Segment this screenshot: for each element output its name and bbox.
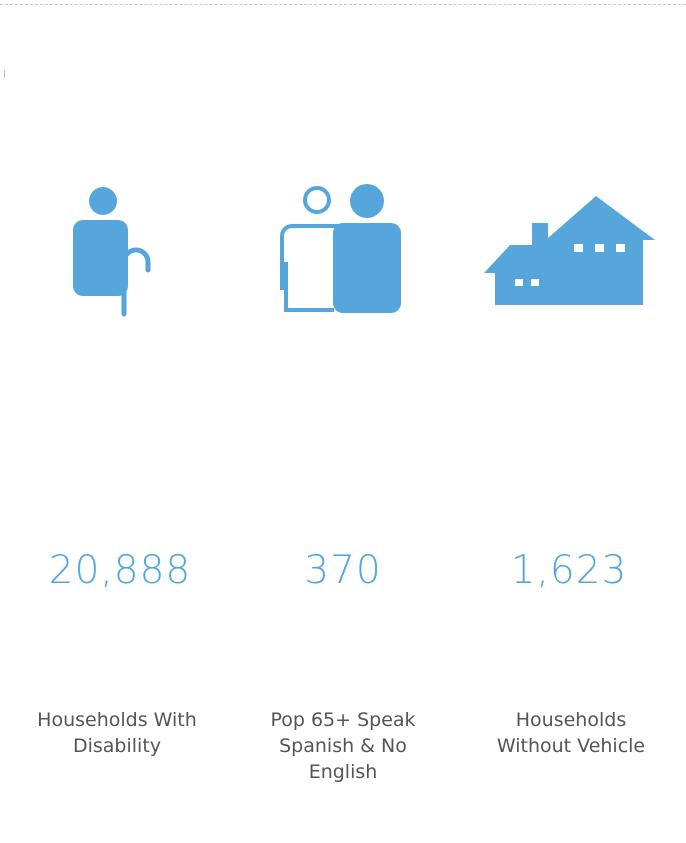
stat-value: 1,623 — [510, 548, 628, 593]
stat-label: Households Without Vehicle — [496, 709, 646, 757]
icons — [73, 184, 655, 317]
seniors-icon — [280, 184, 401, 313]
disability-icon — [73, 187, 151, 317]
edge-mark — [0, 70, 5, 78]
house-icon — [484, 196, 655, 305]
dashed-divider — [0, 4, 686, 5]
stat-value: 20,888 — [48, 548, 192, 593]
stat-label: Pop 65+ Speak Spanish & No English — [270, 709, 416, 783]
stat-label: Households With Disability — [37, 709, 197, 757]
stat-value: 370 — [304, 548, 382, 593]
